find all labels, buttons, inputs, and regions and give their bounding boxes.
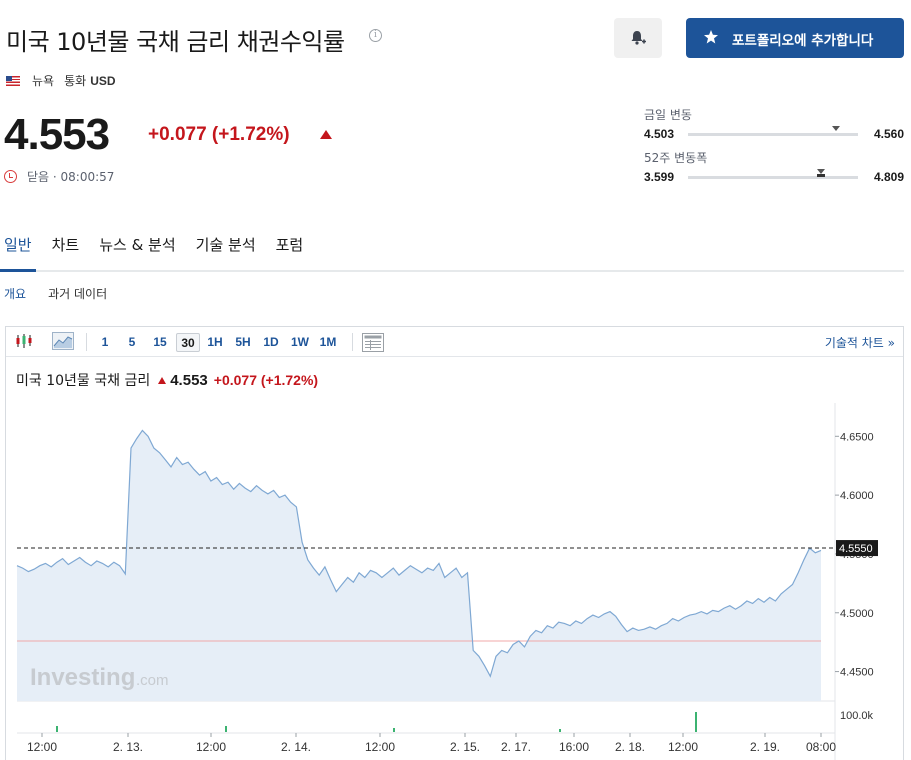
- week52-range-current: [816, 173, 825, 177]
- bell-plus-icon: [631, 31, 646, 45]
- x-tick-label: 2. 14.: [281, 740, 311, 754]
- day-range-track: [688, 125, 858, 136]
- subtab-historical-data[interactable]: 과거 데이터: [48, 287, 108, 301]
- interval-30[interactable]: 30: [176, 333, 200, 352]
- area-chart-icon[interactable]: [52, 332, 74, 350]
- y-tick-label: 4.5000: [840, 608, 874, 620]
- chart-legend: 미국 10년물 국채 금리 4.553 +0.077 (+1.72%): [16, 370, 318, 390]
- price-change: +0.077 (+1.72%): [148, 124, 290, 145]
- x-tick-label: 2. 17.: [501, 740, 531, 754]
- interval-1h[interactable]: 1H: [207, 335, 223, 349]
- x-tick-label: 12:00: [196, 740, 226, 754]
- x-tick-label: 2. 13.: [113, 740, 143, 754]
- week52-range-label: 52주 변동폭: [644, 151, 708, 165]
- y-tick-label: 4.6500: [840, 431, 874, 443]
- tab-overview[interactable]: 일반: [0, 232, 36, 272]
- x-tick-label: 12:00: [365, 740, 395, 754]
- interval-1d[interactable]: 1D: [263, 335, 279, 349]
- price-line: [16, 429, 822, 678]
- market-status: 닫음 · 08:00:57: [4, 168, 114, 185]
- sub-tabs: 개요 과거 데이터: [4, 285, 129, 302]
- volume-bar: [393, 728, 395, 732]
- volume-bar: [695, 712, 697, 732]
- chart-toolbar: 1 5 15 30 1H 5H 1D 1W 1M 기술적 차트 »: [6, 327, 903, 357]
- main-tabs: 일반 차트 뉴스 & 분석 기술 분석 포럼: [0, 232, 904, 272]
- tab-chart[interactable]: 차트: [51, 236, 80, 254]
- x-tick-label: 2. 15.: [450, 740, 480, 754]
- legend-change: +0.077 (+1.72%): [213, 372, 319, 388]
- currency: USD: [90, 73, 116, 88]
- week52-range-low: 3.599: [644, 170, 675, 184]
- page-title: 미국 10년물 국채 금리 채권수익률: [6, 28, 345, 56]
- legend-price: 4.553: [170, 371, 208, 389]
- tab-news-analysis[interactable]: 뉴스 & 분석: [99, 236, 176, 254]
- location: 뉴욕: [32, 74, 55, 88]
- day-range-high: 4.560: [873, 127, 904, 141]
- x-tick-label: 12:00: [27, 740, 57, 754]
- technical-chart-link[interactable]: 기술적 차트 »: [824, 336, 895, 350]
- subtab-summary[interactable]: 개요: [4, 287, 27, 301]
- up-arrow-icon: [320, 130, 332, 139]
- day-range-low: 4.503: [644, 127, 675, 141]
- current-price-badge: [836, 540, 878, 557]
- volume-tick-label: 100.0k: [840, 710, 874, 722]
- day-range-marker: [831, 125, 840, 131]
- x-tick-label: 08:00: [806, 740, 836, 754]
- week52-range: 52주 변동폭 3.599 4.809: [644, 149, 904, 184]
- up-triangle-icon: [158, 376, 167, 384]
- price-chart: 4.65004.60004.55004.50004.45004.5550100.…: [16, 403, 878, 760]
- interval-1w[interactable]: 1W: [291, 335, 309, 349]
- price-area-fill: [17, 430, 821, 701]
- x-tick-label: 12:00: [668, 740, 698, 754]
- interval-5h[interactable]: 5H: [235, 335, 251, 349]
- current-price-label: 4.5550: [839, 543, 873, 555]
- star-icon: [704, 30, 718, 44]
- interval-5[interactable]: 5: [128, 335, 136, 349]
- candlestick-icon[interactable]: [15, 332, 35, 350]
- info-icon[interactable]: i: [369, 29, 382, 42]
- x-tick-label: 2. 18.: [615, 740, 645, 754]
- day-range-label: 금일 변동: [644, 108, 692, 122]
- add-to-portfolio-label: 포트폴리오에 추가합니다: [732, 33, 874, 49]
- price-chart-panel: 1 5 15 30 1H 5H 1D 1W 1M 기술적 차트 » 4.6500…: [5, 326, 904, 760]
- tab-forum[interactable]: 포럼: [275, 236, 304, 254]
- y-tick-label: 4.6000: [840, 490, 874, 502]
- tab-technical[interactable]: 기술 분석: [195, 236, 256, 254]
- market-meta: 뉴욕 통화 USD: [6, 72, 116, 89]
- volume-bar: [56, 726, 58, 732]
- toolbar-divider: [352, 333, 353, 351]
- interval-1[interactable]: 1: [101, 335, 109, 349]
- us-flag-icon: [6, 75, 20, 86]
- currency-label: 통화: [64, 74, 87, 88]
- week52-range-high: 4.809: [873, 170, 904, 184]
- last-price: 4.553: [4, 110, 110, 159]
- clock-icon: [4, 170, 17, 183]
- table-view-icon[interactable]: [362, 333, 384, 352]
- day-range: 금일 변동 4.503 4.560: [644, 106, 904, 141]
- investing-watermark-logo: Investing: [30, 664, 135, 691]
- legend-name: 미국 10년물 국채 금리: [16, 373, 151, 389]
- volume-bar: [559, 729, 561, 732]
- toolbar-divider: [86, 333, 87, 351]
- interval-1m[interactable]: 1M: [319, 335, 337, 349]
- market-status-text: 닫음 · 08:00:57: [27, 170, 115, 184]
- create-alert-button[interactable]: [614, 18, 662, 58]
- week52-range-marker: [816, 168, 825, 174]
- week52-range-track: [688, 168, 858, 179]
- x-tick-label: 2. 19.: [750, 740, 780, 754]
- add-to-portfolio-button[interactable]: 포트폴리오에 추가합니다: [686, 18, 904, 58]
- investing-watermark-suffix: .com: [136, 672, 169, 689]
- volume-bar: [225, 726, 227, 732]
- x-tick-label: 16:00: [559, 740, 589, 754]
- interval-15[interactable]: 15: [153, 335, 167, 349]
- y-tick-label: 4.4500: [840, 667, 874, 679]
